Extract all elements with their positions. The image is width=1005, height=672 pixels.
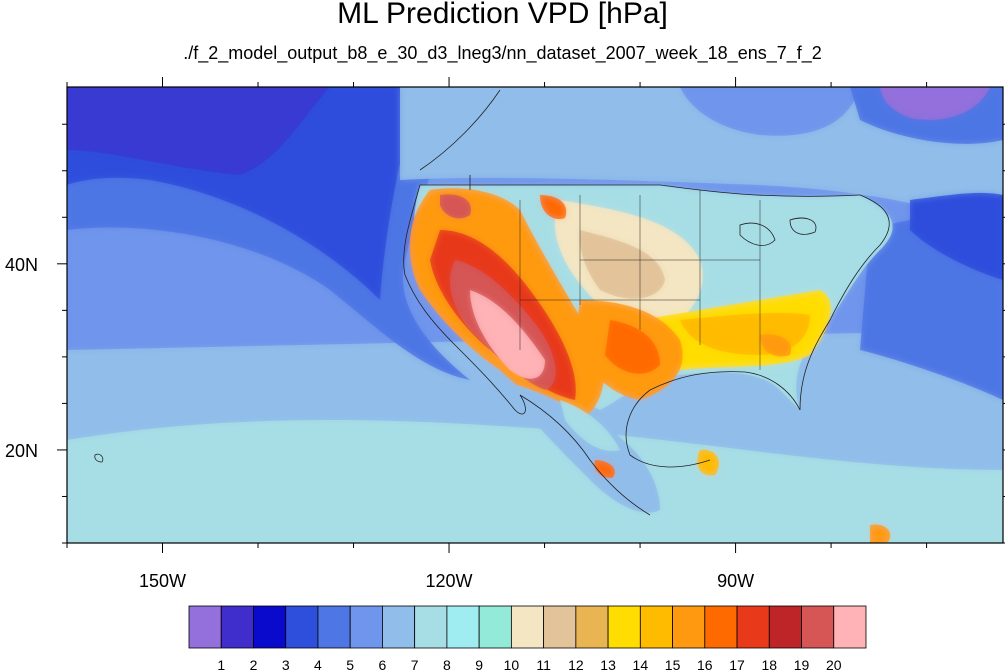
colorbar-label: 4 xyxy=(314,657,322,672)
colorbar-label: 19 xyxy=(794,657,810,672)
bc-coast xyxy=(419,89,501,190)
colorbar-swatch xyxy=(833,605,867,649)
colorbar-swatch xyxy=(414,605,448,649)
colorbar-label: 18 xyxy=(761,657,777,672)
colorbar-swatch xyxy=(736,605,770,649)
colorbar: 1 2 3 4 5 6 7 8 9 10 11 12 13 14 15 16 17 18 19 20 xyxy=(188,605,867,672)
us-east-coast xyxy=(799,194,890,411)
x-tick-label: 90W xyxy=(717,571,754,591)
colorbar-swatch xyxy=(801,605,835,649)
colorbar-label: 17 xyxy=(729,657,745,672)
colorbar-label: 14 xyxy=(633,657,649,672)
colorbar-swatch xyxy=(220,605,254,649)
us-canada-border xyxy=(420,184,861,197)
colorbar-swatch xyxy=(543,605,577,649)
colorbar-swatch xyxy=(253,605,287,649)
colorbar-swatch xyxy=(575,605,609,649)
map-title: ML Prediction VPD [hPa] xyxy=(337,0,668,30)
colorbar-label: 16 xyxy=(697,657,713,672)
colorbar-swatch xyxy=(349,605,383,649)
colorbar-swatch xyxy=(768,605,802,649)
colorbar-label: 10 xyxy=(504,657,520,672)
colorbar-swatch xyxy=(285,605,319,649)
colorbar-label: 9 xyxy=(475,657,483,672)
colorbar-swatch xyxy=(510,605,545,649)
x-tick-label: 120W xyxy=(426,571,473,591)
x-tick-label: 150W xyxy=(139,571,186,591)
axis-ticks xyxy=(57,77,1005,553)
map-subtitle: ./f_2_model_output_b8_e_30_d3_lneg3/nn_d… xyxy=(183,43,822,63)
y-tick-label: 40N xyxy=(5,255,38,275)
great-lakes xyxy=(739,217,817,246)
state-lines xyxy=(519,190,761,370)
hawaii xyxy=(94,453,104,463)
colorbar-swatch xyxy=(478,605,512,649)
colorbar-swatch xyxy=(704,605,738,649)
axis-tick-labels: 150W 120W 90W 40N 20N xyxy=(5,255,754,591)
colorbar-label: 13 xyxy=(600,657,616,672)
colorbar-label: 15 xyxy=(665,657,681,672)
field-blur xyxy=(67,87,1003,543)
colorbar-label: 7 xyxy=(411,657,419,672)
colorbar-label: 11 xyxy=(536,657,551,672)
colorbar-swatch xyxy=(446,605,480,649)
colorbar-swatch xyxy=(607,605,641,649)
y-tick-label: 20N xyxy=(5,441,38,461)
colorbar-swatch xyxy=(317,605,351,649)
colorbar-label: 6 xyxy=(379,657,387,672)
colorbar-label: 3 xyxy=(282,657,290,672)
colorbar-swatch xyxy=(382,605,416,649)
us-west-coast xyxy=(403,184,526,415)
colorbar-label: 20 xyxy=(826,657,842,672)
colorbar-label: 8 xyxy=(443,657,451,672)
colorbar-label: 12 xyxy=(568,657,584,672)
colorbar-label: 5 xyxy=(346,657,354,672)
plot-frame xyxy=(66,86,1004,544)
coastlines xyxy=(94,89,890,516)
colorbar-label: 1 xyxy=(217,657,225,672)
colorbar-label: 2 xyxy=(250,657,258,672)
mexico-pacific-coast xyxy=(519,394,651,516)
gulf-coast xyxy=(625,371,801,468)
colorbar-swatch xyxy=(188,605,222,649)
colorbar-swatch xyxy=(639,605,673,649)
colorbar-swatch xyxy=(672,605,706,649)
